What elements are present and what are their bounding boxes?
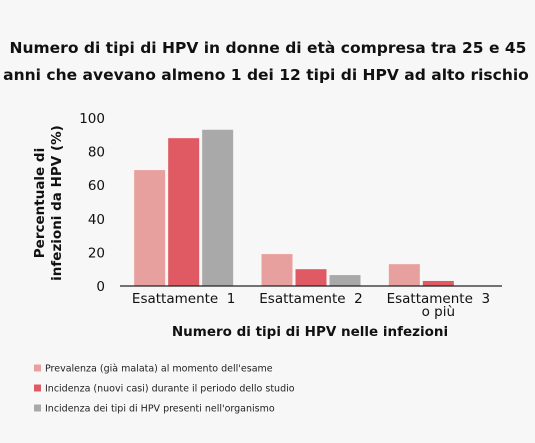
- y-tick-label: 20: [88, 245, 105, 261]
- bar-1-series-3: [202, 129, 234, 286]
- y-tick-label: 100: [79, 111, 105, 127]
- y-tick-label: 0: [96, 279, 105, 295]
- chart-title-line-1: Numero di tipi di HPV in donne di età co…: [10, 39, 527, 57]
- x-category-label: o più: [422, 304, 455, 320]
- x-category-label: Esattamente 3: [387, 291, 490, 307]
- bars: [134, 129, 454, 286]
- legend-label-1: Prevalenza (già malata) al momento dell'…: [45, 364, 273, 375]
- x-category-label: Esattamente 2: [259, 291, 362, 307]
- x-axis-title: Numero di tipi di HPV nelle infezioni: [172, 324, 448, 340]
- chart-title-line-2: anni che avevano almeno 1 dei 12 tipi di…: [3, 66, 529, 84]
- bar-3-series-1: [388, 264, 420, 286]
- bar-2-series-1: [261, 254, 293, 286]
- bar-1-series-2: [168, 138, 200, 286]
- legend-label-3: Incidenza dei tipi di HPV presenti nell'…: [45, 404, 275, 415]
- bar-1-series-1: [134, 170, 166, 286]
- y-tick-label: 60: [88, 178, 105, 194]
- x-axis-categories: Esattamente 1 Esattamente 2 Esattamente 3o…: [132, 291, 490, 320]
- y-axis-title: Percentuale di infezioni da HPV (%): [32, 125, 65, 281]
- bar-3-series-2: [422, 280, 454, 286]
- legend-swatch-2: [34, 384, 41, 392]
- y-axis-ticks: 0 20 40 60 80 100: [79, 111, 105, 295]
- legend-swatch-3: [34, 404, 41, 412]
- chart-title: Numero di tipi di HPV in donne di età co…: [3, 39, 529, 84]
- y-axis-title-line-1: Percentuale di: [32, 148, 48, 258]
- legend-swatch-1: [34, 364, 41, 372]
- legend: Prevalenza (già malata) al momento dell'…: [34, 364, 295, 415]
- x-category-label: Esattamente 1: [132, 291, 235, 307]
- legend-label-2: Incidenza (nuovi casi) durante il period…: [45, 384, 295, 395]
- y-tick-label: 40: [88, 212, 105, 228]
- bar-2-series-2: [295, 269, 327, 286]
- y-axis-title-line-2: infezioni da HPV (%): [49, 125, 65, 281]
- y-tick-label: 80: [88, 145, 105, 161]
- bar-2-series-3: [329, 275, 361, 286]
